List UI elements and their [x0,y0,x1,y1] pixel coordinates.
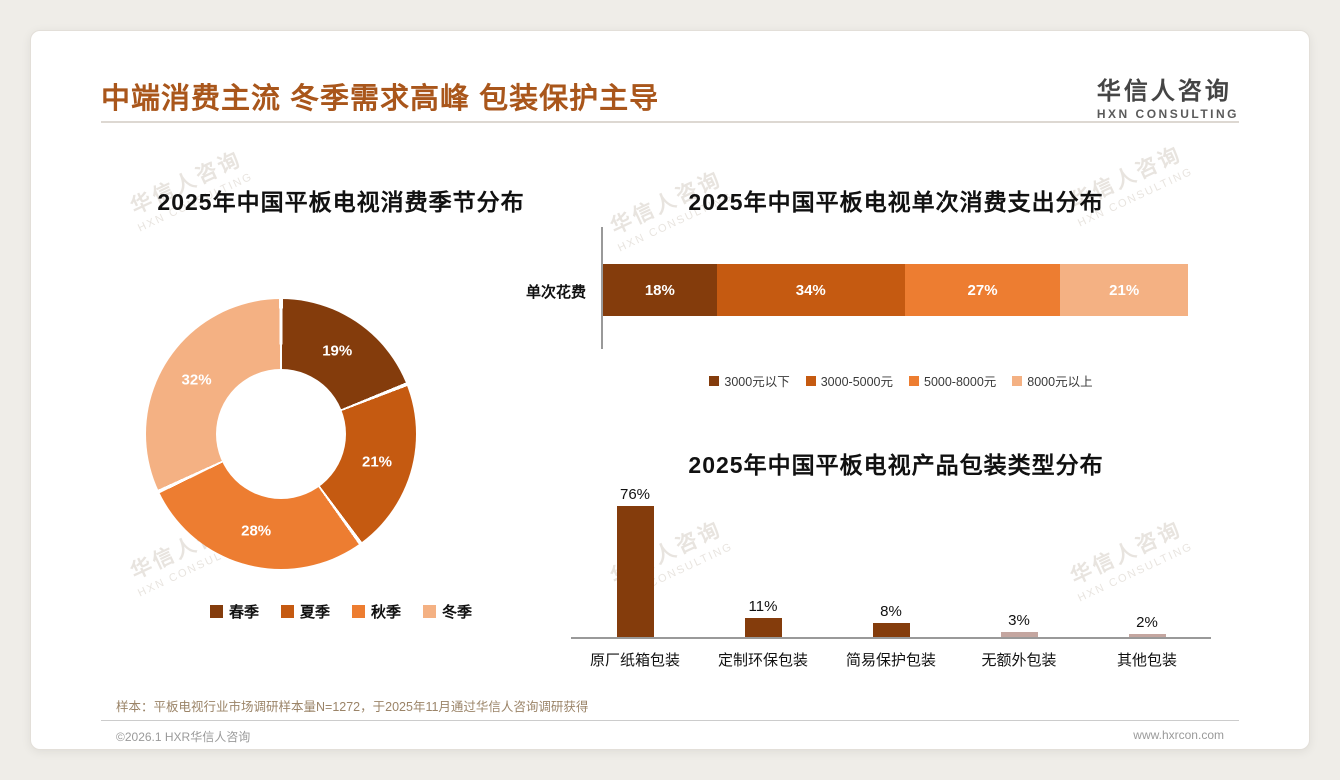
bar-chart: 76% 11% 8% 3% 2% 原厂纸箱包装 定制环保包装 简易保护包装 无额外包装 其他包装 [571,483,1211,670]
legend-swatch [709,375,720,386]
stacked-segment: 34% [716,264,905,316]
legend-item: 春季 [209,601,259,622]
legend-swatch [209,605,223,618]
bar [616,506,654,637]
bar-column: 2% [1083,614,1211,637]
donut-slice-label: 19% [322,342,353,360]
bar [1128,633,1166,637]
bar-column: 76% [571,486,699,637]
legend-item: 5000-8000元 [909,371,996,390]
donut-hole [216,369,346,499]
bar-value-label: 2% [1136,613,1158,631]
legend-item: 3000元以下 [709,371,790,390]
logo-name: 华信人咨询 [1096,78,1232,105]
stacked-segment-label: 18% [644,281,675,299]
stacked-segment-label: 27% [967,281,998,299]
donut-slice-label: 32% [181,371,212,389]
legend-item: 8000元以上 [1012,371,1093,390]
footer: ©2026.1 HXR华信人咨询 www.hxrcon.com [116,728,1224,745]
company-logo: 华信人咨询 HXN CONSULTING [1097,71,1239,121]
bar [872,623,910,637]
bar-value-label: 11% [748,598,778,616]
legend-swatch [909,375,919,386]
stacked-legend: 3000元以下 3000-5000元 5000-8000元 8000元以上 [616,371,1186,390]
stacked-segment: 27% [904,264,1061,316]
stacked-segment-label: 34% [795,281,826,299]
logo-subtitle: HXN CONSULTING [1096,107,1239,121]
legend-item: 夏季 [280,601,330,622]
bar-category-label: 简易保护包装 [845,652,936,669]
stacked-segment: 21% [1060,264,1188,316]
stacked-axis-line [601,227,603,349]
legend-swatch [280,605,294,618]
legend-item: 冬季 [423,601,472,622]
stacked-segment-label: 21% [1109,281,1140,299]
bar [1000,631,1038,637]
legend-item: 3000-5000元 [805,371,893,390]
bar-category-label: 无额外包装 [981,652,1057,669]
bar-value-label: 76% [619,486,651,504]
donut-chart: 19% 21% 28% 32% [146,299,416,569]
bar-chart-title: 2025年中国平板电视产品包装类型分布 [688,452,1104,478]
page-title: 中端消费主流 冬季需求高峰 包装保护主导 [101,83,660,115]
sample-footnote: 样本：平板电视行业市场调研样本量N=1272，于2025年11月通过华信人咨询调… [116,700,589,714]
donut-slice-label: 21% [362,453,393,471]
bar-value-label: 3% [1008,611,1030,629]
legend-item: 秋季 [352,601,401,622]
bar-category-label: 定制环保包装 [717,652,808,669]
bar [744,618,782,637]
bar-column: 11% [699,598,827,637]
copyright-text: ©2026.1 HXR华信人咨询 [116,730,251,744]
legend-swatch [423,605,437,618]
slide-card: 华信人咨询 HXN CONSULTING 华信人咨询 HXN CONSULTIN… [30,30,1310,750]
bar-chart-labels: 原厂纸箱包装 定制环保包装 简易保护包装 无额外包装 其他包装 [571,649,1211,670]
header-divider [101,121,1239,123]
bar-category-label: 原厂纸箱包装 [589,652,680,669]
website-link[interactable]: www.hxrcon.com [1133,728,1224,742]
legend-swatch [805,375,816,386]
donut-slice-label: 28% [241,522,272,540]
bar-value-label: 8% [880,603,902,621]
footer-divider [101,720,1239,721]
donut-chart-title: 2025年中国平板电视消费季节分布 [157,189,525,215]
donut-legend: 春季 夏季 秋季 冬季 [101,601,581,622]
bar-column: 8% [827,603,955,637]
bar-column: 3% [955,612,1083,637]
stacked-segment: 18% [603,264,717,316]
legend-swatch [1012,375,1023,386]
stacked-chart-title: 2025年中国平板电视单次消费支出分布 [688,189,1104,215]
stacked-row-label: 单次花费 [525,284,586,301]
bar-chart-plot: 76% 11% 8% 3% 2% [571,483,1211,639]
bar-category-label: 其他包装 [1116,652,1177,669]
legend-swatch [352,605,365,618]
stacked-bar: 18% 34% 27% 21% [603,264,1188,316]
